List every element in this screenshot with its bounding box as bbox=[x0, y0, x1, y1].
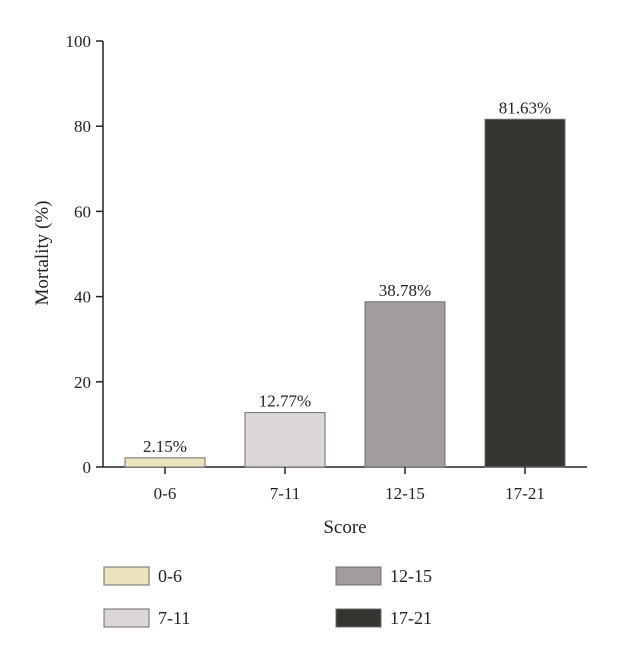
data-label-0-6: 2.15% bbox=[143, 437, 187, 456]
data-label-7-11: 12.77% bbox=[259, 392, 311, 411]
legend-swatch-17-21 bbox=[335, 608, 382, 628]
legend: 0-6 12-15 7-11 17-21 bbox=[103, 566, 432, 628]
y-tick-label-100: 100 bbox=[66, 32, 92, 51]
legend-swatch-7-11 bbox=[103, 608, 150, 628]
x-tick-label-0-6: 0-6 bbox=[154, 484, 177, 503]
plot-area: 0 20 40 60 80 100 2.15% 0-6 12.77% 7-11 38.78% 12-1… bbox=[66, 32, 587, 503]
y-tick-label-0: 0 bbox=[83, 458, 92, 477]
legend-swatch-0-6 bbox=[103, 566, 150, 586]
y-tick-label-60: 60 bbox=[74, 202, 91, 221]
bar-0-6 bbox=[124, 457, 206, 468]
y-tick-label-40: 40 bbox=[74, 288, 91, 307]
data-label-12-15: 38.78% bbox=[379, 281, 431, 300]
x-tick-label-17-21: 17-21 bbox=[505, 484, 545, 503]
legend-swatch-12-15 bbox=[335, 566, 382, 586]
x-axis-title: Score bbox=[323, 517, 366, 538]
legend-label-7-11: 7-11 bbox=[158, 608, 190, 628]
legend-label-17-21: 17-21 bbox=[390, 608, 432, 628]
bar-7-11 bbox=[244, 412, 326, 468]
legend-label-0-6: 0-6 bbox=[158, 566, 182, 586]
data-label-17-21: 81.63% bbox=[499, 98, 551, 117]
bar-12-15 bbox=[364, 301, 446, 468]
x-tick-label-7-11: 7-11 bbox=[270, 484, 301, 503]
y-axis-title: Mortality (%) bbox=[32, 200, 53, 305]
y-tick-label-20: 20 bbox=[74, 373, 91, 392]
legend-label-12-15: 12-15 bbox=[390, 566, 432, 586]
y-tick-label-80: 80 bbox=[74, 117, 91, 136]
x-tick-label-12-15: 12-15 bbox=[385, 484, 425, 503]
bar-17-21 bbox=[484, 118, 566, 468]
